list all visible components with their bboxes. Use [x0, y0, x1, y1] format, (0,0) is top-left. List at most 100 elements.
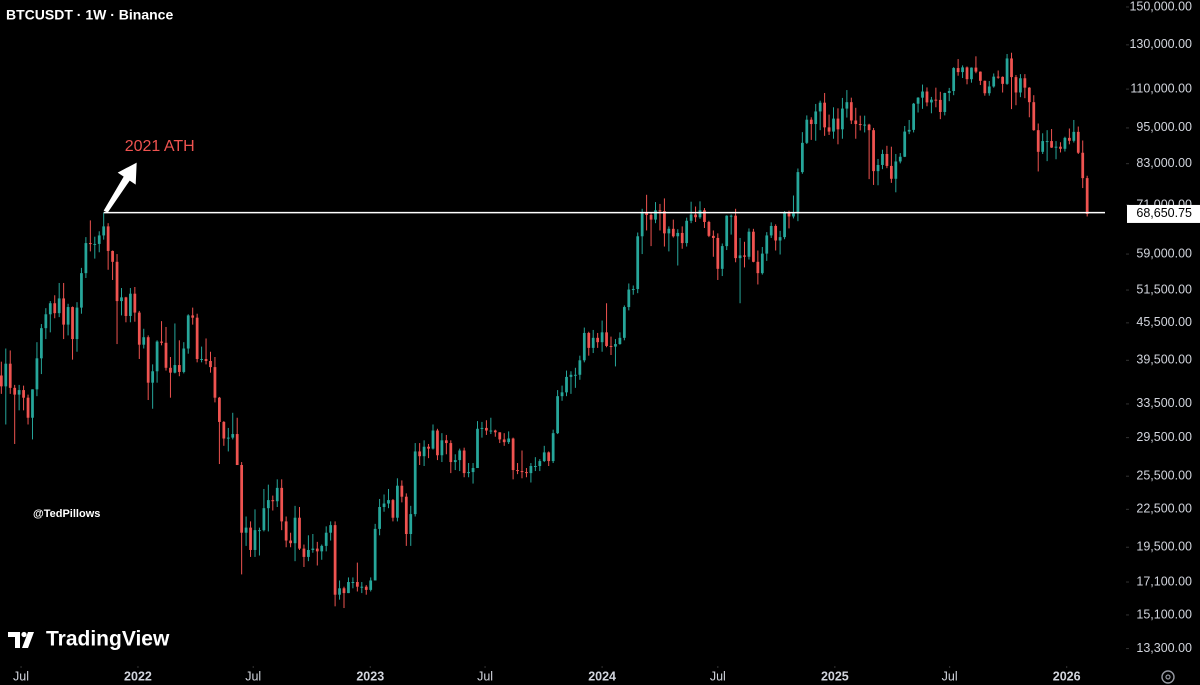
candle-body — [289, 540, 292, 544]
candle-body — [97, 235, 101, 244]
y-tick-label: 19,500.00 — [1136, 540, 1192, 554]
candle-body — [827, 127, 831, 132]
candle-body — [338, 588, 341, 595]
candle-body — [253, 530, 257, 550]
settings-gear[interactable] — [1161, 670, 1175, 684]
candle-body — [320, 545, 324, 552]
plot-area — [0, 52, 1089, 609]
candle-body — [507, 438, 511, 443]
candle-body — [373, 528, 377, 581]
candle-body — [689, 214, 693, 221]
candle-body — [329, 525, 333, 533]
candle-body — [756, 261, 760, 274]
candle-body — [698, 210, 702, 218]
candle-body — [520, 471, 524, 473]
candle-body — [173, 365, 177, 373]
candle-body — [93, 243, 97, 245]
candle-body — [1010, 58, 1013, 78]
candle-body — [169, 367, 172, 373]
candle-body — [961, 67, 964, 73]
candle-body — [680, 232, 684, 244]
y-tick-label: 29,500.00 — [1136, 430, 1192, 444]
candle-body — [48, 303, 52, 315]
candle-body — [574, 374, 577, 376]
candle-body — [930, 99, 933, 103]
candle-body — [53, 303, 57, 314]
candle-body — [907, 129, 911, 132]
candle-body — [400, 485, 404, 497]
candle-body — [658, 210, 662, 212]
candle-body — [685, 220, 689, 244]
candle-body — [881, 153, 884, 165]
candle-body — [378, 507, 381, 529]
candle-body — [605, 332, 608, 346]
candle-body — [800, 142, 804, 173]
candle-body — [1045, 141, 1049, 143]
candle-body — [818, 102, 822, 112]
candle-body — [525, 472, 528, 474]
settings-icon[interactable] — [1161, 670, 1175, 684]
candle-body — [177, 365, 181, 372]
candle-body — [1063, 137, 1067, 149]
x-tick-label: Jul — [477, 669, 493, 683]
candle-body — [916, 97, 920, 104]
candle-body — [502, 439, 506, 443]
candle-body — [792, 213, 795, 217]
candle-body — [587, 332, 591, 348]
candle-body — [160, 341, 163, 343]
candle-body — [663, 211, 666, 234]
candle-body — [444, 440, 448, 444]
candle-body — [1005, 58, 1009, 84]
candle-body — [422, 446, 426, 457]
candle-body — [498, 432, 502, 440]
candle-body — [31, 389, 34, 418]
x-tick-label: Jul — [710, 669, 726, 683]
candle-body — [609, 345, 613, 347]
candle-body — [765, 235, 769, 254]
candle-body — [235, 434, 239, 466]
candle-body — [226, 437, 230, 439]
candle-body — [894, 161, 898, 179]
candle-body — [1027, 87, 1031, 103]
candle-body — [823, 102, 826, 128]
candle-body — [164, 342, 168, 368]
candle-body — [427, 446, 430, 449]
settings-hub[interactable] — [1165, 674, 1171, 680]
candle-body — [489, 430, 493, 432]
candle-body — [956, 68, 960, 73]
candle-body — [872, 130, 875, 172]
x-tick-label: Jul — [245, 669, 261, 683]
candle-body — [222, 421, 226, 439]
candle-body — [284, 521, 288, 541]
watermark: @TedPillows — [33, 508, 100, 520]
candle-body — [84, 243, 88, 274]
candle-body — [1032, 102, 1036, 131]
candle-body — [436, 430, 439, 456]
candle-body — [556, 396, 559, 434]
y-tick-label: 45,500.00 — [1136, 315, 1192, 329]
candle-body — [1001, 76, 1005, 84]
candle-body — [382, 503, 386, 508]
candle-body — [783, 212, 786, 238]
x-tick-label: Jul — [13, 669, 29, 683]
candle-body — [551, 433, 555, 462]
x-tick-label: 2022 — [124, 669, 152, 683]
candle-body — [787, 212, 791, 217]
candle-body — [631, 289, 635, 291]
y-tick-label: 22,500.00 — [1136, 502, 1192, 516]
candle-body — [476, 428, 479, 469]
candle-body — [449, 443, 453, 463]
candle-body — [743, 255, 746, 257]
candle-body — [849, 102, 853, 121]
y-tick-label: 25,500.00 — [1136, 468, 1192, 482]
candle-body — [845, 102, 849, 109]
candle-body — [249, 527, 252, 550]
candle-body — [471, 468, 475, 473]
candle-body — [778, 237, 782, 241]
candle-body — [1081, 152, 1085, 179]
candle-body — [867, 124, 871, 131]
candle-body — [858, 124, 862, 126]
candle-body — [75, 307, 79, 340]
candle-body — [262, 508, 266, 531]
